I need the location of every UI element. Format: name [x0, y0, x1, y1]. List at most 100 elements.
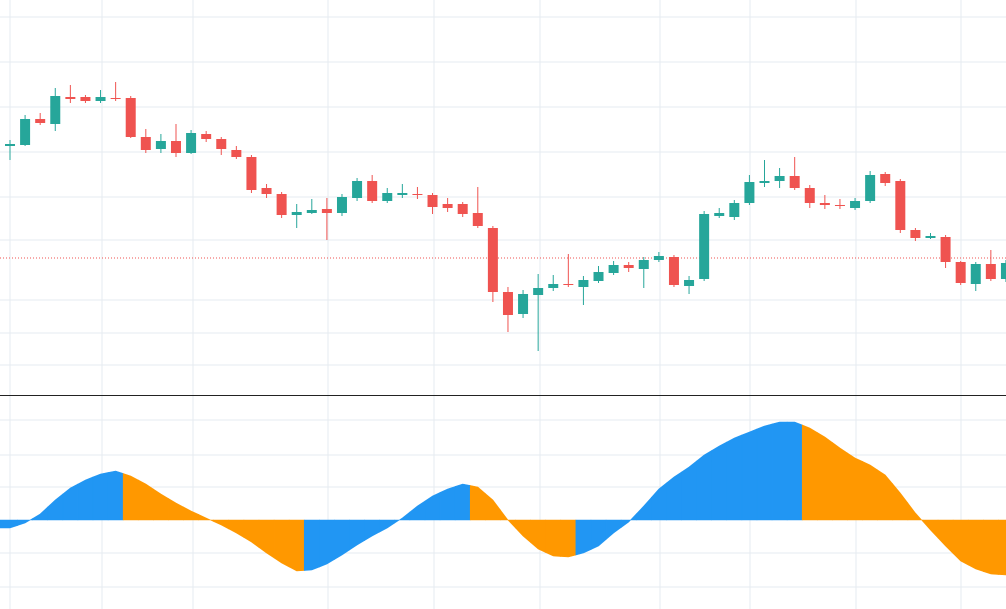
candle-body [367, 181, 378, 201]
candle-body [548, 284, 559, 288]
candle-body [985, 264, 996, 279]
oscillator-segment [183, 506, 199, 521]
candle-body [850, 201, 861, 208]
candle-body [261, 188, 272, 194]
oscillator-segment [273, 519, 290, 568]
oscillator-segment [424, 492, 441, 521]
oscillator-segment [0, 519, 18, 529]
candle-body [216, 139, 227, 149]
oscillator-segment [545, 519, 562, 557]
oscillator-segment [303, 519, 320, 571]
oscillator-segment [696, 449, 712, 521]
oscillator-segment [575, 519, 592, 556]
oscillator-segment [741, 428, 758, 521]
oscillator-segment [92, 472, 109, 521]
oscillator-segment [666, 471, 682, 521]
oscillator-segment [832, 441, 848, 521]
candle-body [533, 288, 544, 295]
oscillator-segment [153, 488, 169, 521]
candle-body [276, 194, 287, 215]
candle-body [699, 214, 710, 279]
oscillator-segment [515, 519, 531, 544]
candle-body [397, 193, 408, 195]
oscillator-segment [998, 519, 1006, 576]
candle-body [744, 182, 755, 203]
oscillator-segment [786, 421, 803, 521]
oscillator-segment [952, 519, 969, 566]
oscillator-segment [122, 473, 139, 521]
oscillator-segment [319, 519, 335, 568]
candle-body [518, 294, 529, 314]
oscillator-segment [590, 519, 607, 550]
candle-body [608, 265, 619, 273]
candle-body [20, 119, 31, 145]
oscillator-segment [892, 483, 909, 521]
candle-body [472, 213, 483, 226]
oscillator-segment [651, 482, 667, 521]
oscillator-segment [620, 513, 637, 529]
candle-body [668, 257, 679, 285]
oscillator-segment [17, 517, 33, 526]
candle-body [231, 150, 242, 157]
oscillator-segment [485, 492, 501, 521]
candle-body [95, 97, 106, 101]
oscillator-segment [288, 519, 305, 572]
candle-body [789, 176, 800, 188]
oscillator-segment [168, 497, 184, 521]
oscillator-segment [711, 441, 728, 521]
candle-body [427, 195, 438, 207]
candle-body [352, 181, 363, 198]
candle-body [819, 203, 830, 205]
candle-body [80, 97, 91, 101]
candle-body [382, 193, 393, 201]
oscillator-segment [937, 519, 954, 555]
oscillator-segment [877, 469, 894, 521]
oscillator-segment [967, 519, 984, 572]
oscillator-segment [726, 434, 743, 521]
oscillator-segment [258, 519, 275, 559]
candle-body [880, 174, 891, 183]
candle-body [50, 96, 61, 124]
candle-body [65, 97, 76, 99]
candle-body [110, 98, 121, 99]
candle-body [804, 188, 815, 203]
candle-body [563, 284, 574, 285]
candle-body [502, 292, 513, 315]
candle-body [638, 260, 649, 269]
oscillator-segment [771, 421, 788, 521]
oscillator-segment [198, 514, 215, 522]
oscillator-segment [469, 485, 486, 521]
candle-body [925, 236, 936, 238]
candle-body [201, 134, 212, 139]
candle-body [140, 137, 151, 150]
oscillator-segment [907, 502, 924, 523]
oscillator-segment [605, 519, 622, 541]
oscillator-segment [635, 496, 652, 521]
oscillator-segment [379, 519, 396, 533]
candle-body [457, 204, 468, 214]
candle-body [35, 119, 46, 123]
candle-body [940, 237, 951, 262]
oscillator-segment [364, 519, 381, 542]
oscillator-segment [530, 519, 546, 553]
oscillator-segment [394, 511, 411, 524]
candle-body [125, 98, 136, 137]
candle-body [442, 204, 453, 208]
candle-body [865, 175, 876, 201]
candle-body [321, 209, 332, 213]
candle-body [970, 264, 981, 284]
candle-body [714, 213, 725, 216]
oscillator-segment [62, 483, 79, 521]
candle-body [834, 205, 845, 206]
oscillator-segment [137, 479, 154, 521]
candle-body [155, 141, 166, 149]
candle-body [336, 197, 347, 213]
candle-body [653, 256, 664, 260]
candle-body [487, 228, 498, 292]
oscillator-segment [817, 431, 833, 521]
oscillator-segment [349, 519, 365, 551]
oscillator-segment [756, 423, 773, 521]
candle-body [759, 181, 770, 183]
oscillator-segment [681, 460, 697, 521]
candle-body [1000, 263, 1006, 279]
